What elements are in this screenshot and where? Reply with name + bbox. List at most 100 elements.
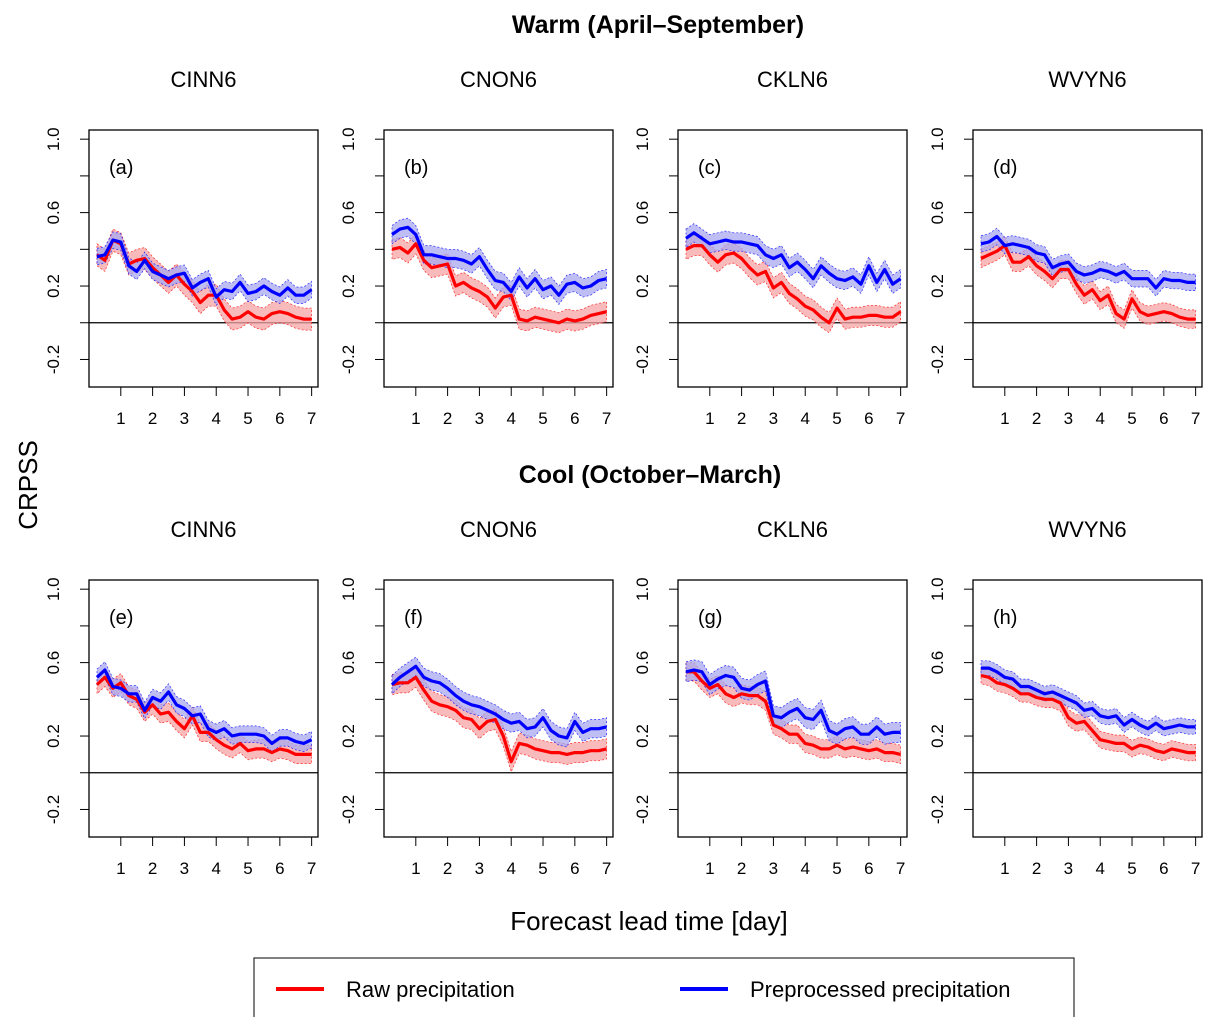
- series-line-pre: [685, 231, 902, 286]
- x-tick-label: 2: [1032, 409, 1041, 428]
- x-tick-label: 2: [737, 409, 746, 428]
- x-tick-label: 2: [443, 409, 452, 428]
- y-tick-label: 0.6: [44, 651, 63, 675]
- y-tick-label: 0.2: [339, 724, 358, 748]
- series-line-pre: [685, 668, 901, 736]
- y-tick-label: 0.2: [633, 274, 652, 298]
- panel-title: WVYN6: [1048, 67, 1126, 92]
- x-tick-label: 5: [832, 859, 841, 878]
- x-tick-label: 1: [705, 409, 714, 428]
- x-tick-label: 4: [211, 859, 220, 878]
- x-tick-label: 6: [570, 859, 579, 878]
- series-band-pre: [391, 217, 607, 305]
- x-tick-label: 7: [307, 409, 316, 428]
- x-tick-label: 2: [1032, 859, 1041, 878]
- x-tick-label: 3: [180, 859, 189, 878]
- x-tick-label: 6: [275, 409, 284, 428]
- series-line-pre: [391, 225, 607, 297]
- x-tick-label: 7: [1191, 859, 1200, 878]
- y-tick-label: 1.0: [339, 577, 358, 601]
- y-tick-label: 0.2: [633, 724, 652, 748]
- series-line-pre: [95, 668, 313, 746]
- panel-title: CNON6: [460, 517, 537, 542]
- chart-panel-4: WVYN6 (d) 1.0 0.6 0.2 -0.2 1 2 3 4 5 6 7: [928, 67, 1203, 428]
- x-tick-label: 5: [538, 859, 547, 878]
- series-line-raw: [391, 675, 607, 764]
- plot-frame: [383, 129, 614, 388]
- x-tick-label: 4: [1095, 409, 1104, 428]
- y-tick-label: 0.2: [44, 274, 63, 298]
- panel-label: (e): [109, 607, 133, 629]
- panel-title: CNON6: [460, 67, 537, 92]
- x-tick-label: 3: [475, 859, 484, 878]
- y-tick-label: -0.2: [44, 795, 63, 824]
- plot-frame: [677, 129, 908, 388]
- chart-panel-5: CINN6 (e) 1.0 0.6 0.2 -0.2 1 2 3 4 5 6 7: [44, 517, 319, 878]
- x-tick-label: 3: [769, 409, 778, 428]
- x-tick-label: 1: [705, 859, 714, 878]
- y-tick-label: 0.6: [339, 201, 358, 225]
- x-tick-label: 3: [475, 409, 484, 428]
- series-band-raw: [685, 235, 901, 334]
- legend-raw-label: Raw precipitation: [346, 977, 515, 1002]
- y-tick-label: -0.2: [928, 795, 947, 824]
- chart-panels: CINN6 (a) 1.0 0.6 0.2 -0.2 1 2 3 4 5 6 7 CNON6 (b) 1.0 0…: [44, 67, 1203, 878]
- x-tick-label: 6: [864, 409, 873, 428]
- x-tick-label: 3: [1064, 859, 1073, 878]
- y-tick-label: 0.6: [928, 651, 947, 675]
- y-tick-label: 0.2: [928, 724, 947, 748]
- panel-title: CINN6: [170, 67, 236, 92]
- y-tick-label: -0.2: [928, 345, 947, 374]
- x-tick-label: 2: [148, 409, 157, 428]
- panel-label: (h): [993, 607, 1017, 629]
- panel-label: (a): [109, 157, 133, 179]
- y-tick-label: -0.2: [633, 795, 652, 824]
- y-tick-label: 0.6: [339, 651, 358, 675]
- x-tick-label: 5: [832, 409, 841, 428]
- x-tick-label: 6: [275, 859, 284, 878]
- series-band-pre: [96, 661, 312, 753]
- y-tick-label: 1.0: [633, 577, 652, 601]
- x-tick-label: 5: [1127, 409, 1136, 428]
- panel-label: (f): [404, 607, 423, 629]
- panel-title: CKLN6: [757, 517, 828, 542]
- chart-panel-3: CKLN6 (c) 1.0 0.6 0.2 -0.2 1 2 3 4 5 6 7: [633, 67, 908, 428]
- y-tick-label: 1.0: [44, 577, 63, 601]
- y-tick-label: 1.0: [44, 127, 63, 151]
- section-title-warm: Warm (April–September): [512, 11, 804, 39]
- legend-pre-label: Preprocessed precipitation: [750, 977, 1010, 1002]
- legend-box: [253, 957, 1075, 1019]
- y-tick-label: 0.2: [44, 724, 63, 748]
- y-tick-label: -0.2: [339, 795, 358, 824]
- x-tick-label: 3: [1064, 409, 1073, 428]
- series-line-pre: [390, 664, 607, 740]
- x-tick-label: 5: [538, 409, 547, 428]
- y-axis-label: CRPSS: [13, 440, 43, 530]
- x-tick-label: 6: [1159, 859, 1168, 878]
- x-tick-label: 7: [602, 859, 611, 878]
- x-tick-label: 4: [800, 859, 809, 878]
- panel-label: (b): [404, 157, 428, 179]
- y-tick-label: 0.6: [44, 201, 63, 225]
- x-tick-label: 7: [896, 409, 905, 428]
- chart-panel-2: CNON6 (b) 1.0 0.6 0.2 -0.2 1 2 3 4 5 6 7: [339, 67, 614, 428]
- x-tick-label: 3: [769, 859, 778, 878]
- series-line-raw: [95, 675, 312, 757]
- x-tick-label: 1: [1000, 859, 1009, 878]
- y-tick-label: 1.0: [928, 127, 947, 151]
- y-tick-label: 1.0: [928, 577, 947, 601]
- panel-title: CINN6: [170, 517, 236, 542]
- x-tick-label: 7: [1191, 409, 1200, 428]
- panel-title: CKLN6: [757, 67, 828, 92]
- x-tick-label: 4: [1095, 859, 1104, 878]
- y-tick-label: -0.2: [339, 345, 358, 374]
- chart-panel-8: WVYN6 (h) 1.0 0.6 0.2 -0.2 1 2 3 4 5 6 7: [928, 517, 1203, 878]
- x-tick-label: 7: [896, 859, 905, 878]
- y-tick-label: 0.6: [633, 651, 652, 675]
- plot-frame: [677, 579, 908, 838]
- x-tick-label: 2: [737, 859, 746, 878]
- y-tick-label: 0.6: [633, 201, 652, 225]
- series-line-pre: [981, 666, 1196, 731]
- plot-frame: [972, 579, 1203, 838]
- y-tick-label: 1.0: [633, 127, 652, 151]
